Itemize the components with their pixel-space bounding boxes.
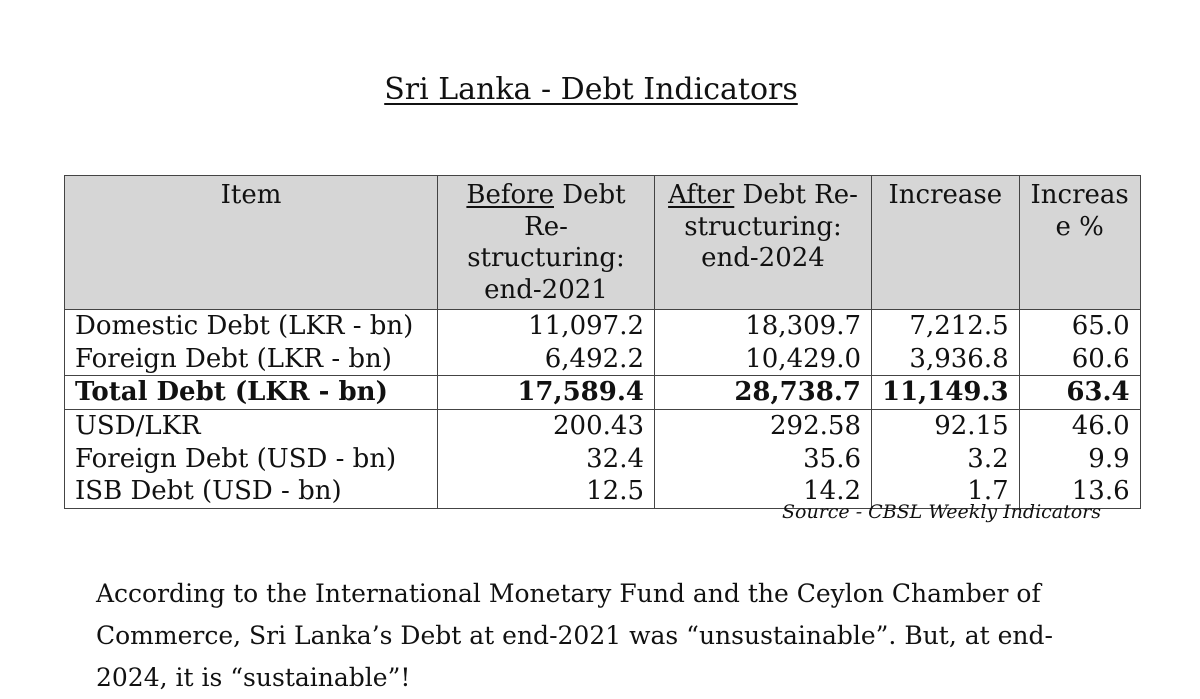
row-before: 6,492.2	[437, 342, 655, 376]
table-row: Domestic Debt (LKR - bn) 11,097.2 18,309…	[64, 309, 1141, 343]
row-increase: 92.15	[871, 409, 1020, 443]
row-item: USD/LKR	[64, 409, 438, 443]
row-increase: 11,149.3	[871, 375, 1020, 411]
header-after-rest: Debt Re-structuring: end-2024	[684, 180, 858, 274]
row-increase: 3.2	[871, 442, 1020, 476]
document-title: Sri Lanka - Debt Indicators	[384, 72, 798, 107]
header-after-underlined: After	[668, 180, 735, 210]
header-after-restructuring: After Debt Re-structuring: end-2024	[654, 175, 872, 310]
row-item: ISB Debt (USD - bn)	[64, 475, 438, 510]
row-before: 12.5	[437, 475, 655, 510]
row-increase-percent: 13.6	[1018, 475, 1141, 510]
row-increase-percent: 9.9	[1018, 442, 1141, 476]
row-increase-percent: 46.0	[1018, 409, 1141, 443]
row-increase: 1.7	[871, 475, 1020, 510]
row-increase-percent: 60.6	[1018, 342, 1141, 376]
table-row: Foreign Debt (LKR - bn) 6,492.2 10,429.0…	[64, 342, 1141, 376]
row-increase-percent: 65.0	[1018, 309, 1141, 343]
header-item: Item	[64, 175, 438, 310]
row-increase: 3,936.8	[871, 342, 1020, 376]
row-increase-percent: 63.4	[1018, 375, 1141, 411]
row-item: Domestic Debt (LKR - bn)	[64, 309, 438, 343]
table-header-row: Item Before Debt Re-structuring: end-202…	[64, 175, 1141, 310]
source-note: Source - CBSL Weekly Indicators	[782, 501, 1102, 523]
row-after: 28,738.7	[654, 375, 872, 411]
row-after: 18,309.7	[654, 309, 872, 343]
row-before: 17,589.4	[437, 375, 655, 411]
table-row-total: Total Debt (LKR - bn) 17,589.4 28,738.7 …	[64, 375, 1141, 411]
header-before-restructuring: Before Debt Re-structuring: end-2021	[437, 175, 655, 310]
header-increase-percent: Increas e %	[1018, 175, 1141, 310]
row-increase: 7,212.5	[871, 309, 1020, 343]
table-row: Foreign Debt (USD - bn) 32.4 35.6 3.2 9.…	[64, 442, 1141, 476]
row-item: Foreign Debt (USD - bn)	[64, 442, 438, 476]
row-after: 35.6	[654, 442, 872, 476]
header-before-rest: Debt Re-structuring: end-2021	[467, 180, 626, 306]
debt-indicators-table: Item Before Debt Re-structuring: end-202…	[64, 175, 1141, 510]
row-item: Total Debt (LKR - bn)	[64, 375, 438, 411]
table-row: USD/LKR 200.43 292.58 92.15 46.0	[64, 409, 1141, 443]
row-before: 200.43	[437, 409, 655, 443]
header-before-underlined: Before	[466, 180, 554, 210]
row-after: 14.2	[654, 475, 872, 510]
row-after: 292.58	[654, 409, 872, 443]
row-item: Foreign Debt (LKR - bn)	[64, 342, 438, 376]
row-after: 10,429.0	[654, 342, 872, 376]
row-before: 32.4	[437, 442, 655, 476]
body-paragraph: According to the International Monetary …	[96, 579, 1053, 692]
header-increase: Increase	[871, 175, 1020, 310]
table-row: ISB Debt (USD - bn) 12.5 14.2 1.7 13.6	[64, 475, 1141, 510]
row-before: 11,097.2	[437, 309, 655, 343]
